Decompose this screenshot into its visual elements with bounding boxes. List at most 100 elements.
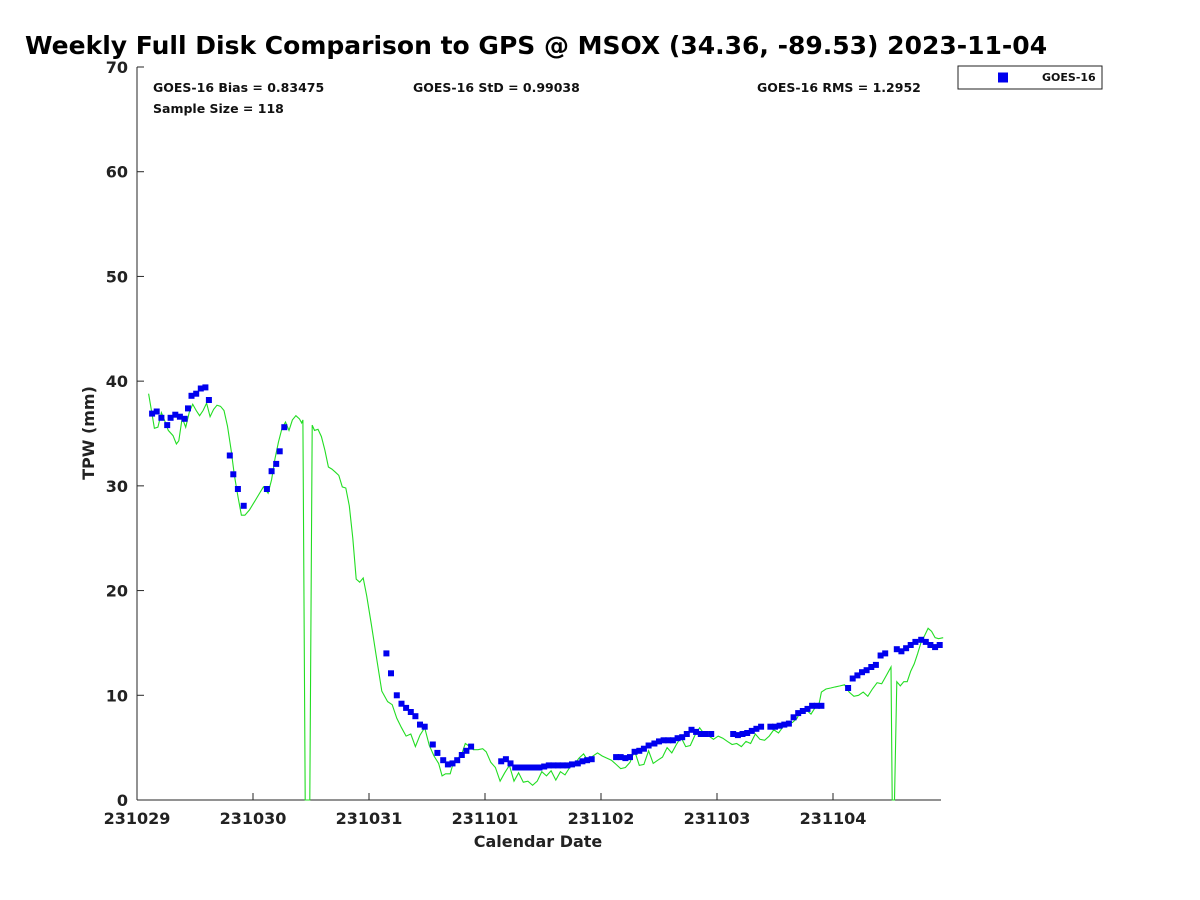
goes-16-point <box>444 761 451 768</box>
goes-16-point <box>555 762 562 769</box>
goes-16-point <box>903 645 910 652</box>
goes-16-point <box>498 758 505 765</box>
goes-16-point <box>230 471 237 478</box>
goes-16-point <box>559 762 566 769</box>
y-axis-label: TPW (mm) <box>79 386 98 480</box>
gps-line <box>148 393 944 801</box>
goes-16-point <box>893 646 900 653</box>
legend: GOES-16 <box>957 65 1103 90</box>
goes-16-point <box>898 648 905 655</box>
goes-16-point <box>669 737 676 744</box>
legend-box <box>957 65 1103 90</box>
goes-16-point <box>645 742 652 749</box>
goes-16-point <box>449 760 456 767</box>
goes-16-point <box>403 704 410 711</box>
goes-16-series <box>149 384 943 771</box>
goes-16-point <box>790 714 797 721</box>
goes-16-point <box>688 726 695 733</box>
goes-16-point <box>167 414 174 421</box>
goes-16-point <box>665 737 672 744</box>
goes-16-point <box>809 702 816 709</box>
goes-16-point <box>767 723 774 730</box>
goes-16-point <box>234 486 241 492</box>
goes-16-point <box>877 652 884 659</box>
goes-16-point <box>748 727 755 734</box>
goes-16-point <box>912 638 919 645</box>
goes-16-point <box>849 675 856 682</box>
goes-16-point <box>545 762 552 769</box>
goes-16-point <box>683 731 690 737</box>
goes-16-point <box>708 731 715 737</box>
goes-16-point <box>776 722 783 729</box>
goes-16-point <box>813 702 820 709</box>
goes-16-point <box>799 708 806 714</box>
goes-16-point <box>574 760 581 767</box>
goes-16-point <box>434 749 441 756</box>
goes-16-point <box>679 734 686 741</box>
x-tick-label: 231104 <box>800 809 867 828</box>
goes-16-point <box>158 414 165 421</box>
goes-16-point <box>584 757 591 764</box>
axes: 0 10 20 30 40 50 60 70 231029 231030 231031 231101 2… <box>104 58 941 828</box>
goes-16-point <box>518 764 524 771</box>
goes-16-point <box>458 752 465 758</box>
goes-16-point <box>579 758 586 765</box>
y-tick-label: 20 <box>106 582 128 601</box>
goes-16-point <box>193 390 200 397</box>
goes-16-point <box>205 397 212 403</box>
y-tick-label: 30 <box>106 477 128 496</box>
goes-16-point <box>734 732 741 739</box>
goes-16-point <box>660 737 667 744</box>
goes-16-point <box>240 502 247 509</box>
goes-16-point <box>627 754 633 761</box>
goes-16-point <box>440 757 447 764</box>
x-tick-label: 231030 <box>220 809 287 828</box>
y-tick-label: 60 <box>106 163 128 182</box>
x-tick-label: 231101 <box>452 809 519 828</box>
goes-16-point <box>188 392 195 399</box>
goes-16-point <box>149 410 156 417</box>
goes-16-point <box>613 754 620 761</box>
goes-16-point <box>550 762 557 769</box>
x-tick-label: 231103 <box>684 809 751 828</box>
goes-16-point <box>739 731 746 737</box>
goes-16-point <box>172 411 179 418</box>
goes-16-point <box>927 642 934 648</box>
goes-16-point <box>164 422 171 429</box>
x-axis-label: Calendar Date <box>474 832 603 851</box>
goes-16-point <box>631 748 638 755</box>
goes-16-point <box>263 486 270 492</box>
goes-16-point <box>936 642 943 648</box>
x-tick-label: 231031 <box>336 809 403 828</box>
goes-16-point <box>531 764 538 771</box>
goes-16-point <box>845 685 852 691</box>
goes-16-point <box>522 764 529 771</box>
goes-16-point <box>507 760 514 767</box>
goes-16-point <box>512 764 519 771</box>
goes-16-point <box>758 723 765 730</box>
goes-16-point <box>185 405 191 412</box>
gps-series <box>148 393 944 801</box>
goes-16-point <box>702 731 709 737</box>
goes-16-point <box>863 667 870 674</box>
goes-16-point <box>932 644 939 651</box>
goes-16-point <box>276 448 283 455</box>
goes-16-point <box>854 672 861 679</box>
goes-16-point <box>674 735 681 742</box>
goes-16-point <box>818 702 825 709</box>
goes-16-point <box>795 710 802 717</box>
goes-16-point <box>407 709 414 715</box>
goes-16-point <box>785 720 792 727</box>
goes-16-point <box>502 756 509 763</box>
goes-16-point <box>393 692 400 699</box>
x-tick-label: 231102 <box>568 809 635 828</box>
goes-16-point <box>622 755 629 762</box>
x-tick-label: 231029 <box>104 809 171 828</box>
goes-16-point <box>454 757 461 764</box>
legend-label: GOES-16 <box>1042 71 1096 84</box>
goes-16-point <box>273 460 280 467</box>
goes-16-point <box>417 721 423 728</box>
goes-16-point <box>656 738 662 745</box>
goes-16-point <box>693 728 700 735</box>
